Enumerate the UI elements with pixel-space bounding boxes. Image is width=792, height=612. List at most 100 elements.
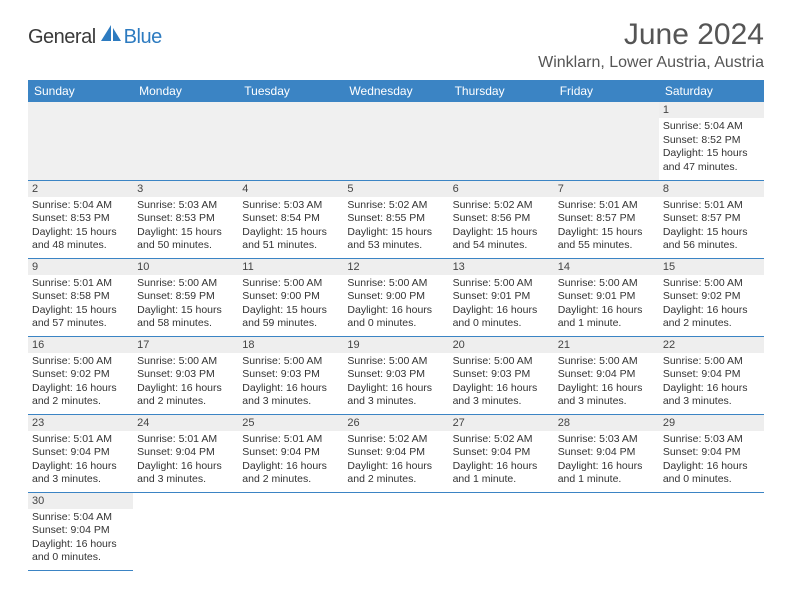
day-number: 7 bbox=[554, 181, 659, 197]
day-details: Sunrise: 5:00 AMSunset: 9:03 PMDaylight:… bbox=[449, 353, 554, 414]
calendar-cell bbox=[238, 102, 343, 180]
day-number: 16 bbox=[28, 337, 133, 353]
calendar-body: 1Sunrise: 5:04 AMSunset: 8:52 PMDaylight… bbox=[28, 102, 764, 570]
day-number: 10 bbox=[133, 259, 238, 275]
calendar-cell: 6Sunrise: 5:02 AMSunset: 8:56 PMDaylight… bbox=[449, 180, 554, 258]
day-number: 4 bbox=[238, 181, 343, 197]
day-details: Sunrise: 5:01 AMSunset: 8:58 PMDaylight:… bbox=[28, 275, 133, 336]
day-number: 1 bbox=[659, 102, 764, 118]
day-details: Sunrise: 5:01 AMSunset: 8:57 PMDaylight:… bbox=[659, 197, 764, 258]
weekday-header: Saturday bbox=[659, 80, 764, 102]
calendar-cell: 13Sunrise: 5:00 AMSunset: 9:01 PMDayligh… bbox=[449, 258, 554, 336]
month-title: June 2024 bbox=[538, 18, 764, 52]
title-block: June 2024 Winklarn, Lower Austria, Austr… bbox=[538, 18, 764, 72]
day-number: 24 bbox=[133, 415, 238, 431]
day-details: Sunrise: 5:03 AMSunset: 9:04 PMDaylight:… bbox=[554, 431, 659, 492]
calendar-cell: 22Sunrise: 5:00 AMSunset: 9:04 PMDayligh… bbox=[659, 336, 764, 414]
day-number: 21 bbox=[554, 337, 659, 353]
weekday-header: Sunday bbox=[28, 80, 133, 102]
calendar-cell: 15Sunrise: 5:00 AMSunset: 9:02 PMDayligh… bbox=[659, 258, 764, 336]
calendar-cell: 16Sunrise: 5:00 AMSunset: 9:02 PMDayligh… bbox=[28, 336, 133, 414]
calendar-row: 16Sunrise: 5:00 AMSunset: 9:02 PMDayligh… bbox=[28, 336, 764, 414]
day-details: Sunrise: 5:01 AMSunset: 9:04 PMDaylight:… bbox=[28, 431, 133, 492]
day-number: 11 bbox=[238, 259, 343, 275]
calendar-cell: 1Sunrise: 5:04 AMSunset: 8:52 PMDaylight… bbox=[659, 102, 764, 180]
day-number: 20 bbox=[449, 337, 554, 353]
day-details: Sunrise: 5:00 AMSunset: 9:02 PMDaylight:… bbox=[28, 353, 133, 414]
day-number: 29 bbox=[659, 415, 764, 431]
day-details: Sunrise: 5:03 AMSunset: 8:53 PMDaylight:… bbox=[133, 197, 238, 258]
day-number: 9 bbox=[28, 259, 133, 275]
calendar-cell: 21Sunrise: 5:00 AMSunset: 9:04 PMDayligh… bbox=[554, 336, 659, 414]
location: Winklarn, Lower Austria, Austria bbox=[538, 54, 764, 72]
day-details: Sunrise: 5:00 AMSunset: 9:02 PMDaylight:… bbox=[659, 275, 764, 336]
logo-text-general: General bbox=[28, 26, 96, 49]
weekday-header: Monday bbox=[133, 80, 238, 102]
sail-icon bbox=[100, 24, 122, 47]
calendar-cell bbox=[238, 492, 343, 570]
day-number: 2 bbox=[28, 181, 133, 197]
day-number: 27 bbox=[449, 415, 554, 431]
calendar-cell bbox=[554, 492, 659, 570]
day-number: 17 bbox=[133, 337, 238, 353]
weekday-header: Tuesday bbox=[238, 80, 343, 102]
day-details: Sunrise: 5:00 AMSunset: 9:01 PMDaylight:… bbox=[554, 275, 659, 336]
day-details: Sunrise: 5:02 AMSunset: 8:55 PMDaylight:… bbox=[343, 197, 448, 258]
day-number: 8 bbox=[659, 181, 764, 197]
calendar-cell bbox=[659, 492, 764, 570]
calendar-table: SundayMondayTuesdayWednesdayThursdayFrid… bbox=[28, 80, 764, 571]
day-details: Sunrise: 5:02 AMSunset: 9:04 PMDaylight:… bbox=[343, 431, 448, 492]
calendar-cell: 11Sunrise: 5:00 AMSunset: 9:00 PMDayligh… bbox=[238, 258, 343, 336]
calendar-cell: 10Sunrise: 5:00 AMSunset: 8:59 PMDayligh… bbox=[133, 258, 238, 336]
day-details: Sunrise: 5:00 AMSunset: 9:01 PMDaylight:… bbox=[449, 275, 554, 336]
calendar-cell bbox=[449, 492, 554, 570]
calendar-cell: 14Sunrise: 5:00 AMSunset: 9:01 PMDayligh… bbox=[554, 258, 659, 336]
calendar-row: 1Sunrise: 5:04 AMSunset: 8:52 PMDaylight… bbox=[28, 102, 764, 180]
calendar-row: 2Sunrise: 5:04 AMSunset: 8:53 PMDaylight… bbox=[28, 180, 764, 258]
calendar-cell: 17Sunrise: 5:00 AMSunset: 9:03 PMDayligh… bbox=[133, 336, 238, 414]
calendar-cell: 29Sunrise: 5:03 AMSunset: 9:04 PMDayligh… bbox=[659, 414, 764, 492]
weekday-header: Friday bbox=[554, 80, 659, 102]
day-number: 14 bbox=[554, 259, 659, 275]
calendar-cell: 12Sunrise: 5:00 AMSunset: 9:00 PMDayligh… bbox=[343, 258, 448, 336]
day-number: 18 bbox=[238, 337, 343, 353]
calendar-cell bbox=[343, 492, 448, 570]
day-number: 26 bbox=[343, 415, 448, 431]
calendar-cell bbox=[133, 102, 238, 180]
calendar-cell bbox=[343, 102, 448, 180]
calendar-cell: 18Sunrise: 5:00 AMSunset: 9:03 PMDayligh… bbox=[238, 336, 343, 414]
calendar-cell: 26Sunrise: 5:02 AMSunset: 9:04 PMDayligh… bbox=[343, 414, 448, 492]
calendar-cell: 9Sunrise: 5:01 AMSunset: 8:58 PMDaylight… bbox=[28, 258, 133, 336]
day-details: Sunrise: 5:04 AMSunset: 8:52 PMDaylight:… bbox=[659, 118, 764, 179]
calendar-cell: 24Sunrise: 5:01 AMSunset: 9:04 PMDayligh… bbox=[133, 414, 238, 492]
day-details: Sunrise: 5:00 AMSunset: 9:00 PMDaylight:… bbox=[343, 275, 448, 336]
day-number: 12 bbox=[343, 259, 448, 275]
day-details: Sunrise: 5:02 AMSunset: 9:04 PMDaylight:… bbox=[449, 431, 554, 492]
day-number: 22 bbox=[659, 337, 764, 353]
calendar-cell bbox=[449, 102, 554, 180]
weekday-header-row: SundayMondayTuesdayWednesdayThursdayFrid… bbox=[28, 80, 764, 102]
calendar-cell: 19Sunrise: 5:00 AMSunset: 9:03 PMDayligh… bbox=[343, 336, 448, 414]
day-details: Sunrise: 5:03 AMSunset: 9:04 PMDaylight:… bbox=[659, 431, 764, 492]
day-number: 3 bbox=[133, 181, 238, 197]
day-details: Sunrise: 5:00 AMSunset: 9:04 PMDaylight:… bbox=[554, 353, 659, 414]
calendar-cell: 25Sunrise: 5:01 AMSunset: 9:04 PMDayligh… bbox=[238, 414, 343, 492]
day-details: Sunrise: 5:03 AMSunset: 8:54 PMDaylight:… bbox=[238, 197, 343, 258]
calendar-cell: 4Sunrise: 5:03 AMSunset: 8:54 PMDaylight… bbox=[238, 180, 343, 258]
header: General Blue June 2024 Winklarn, Lower A… bbox=[28, 18, 764, 72]
calendar-cell: 23Sunrise: 5:01 AMSunset: 9:04 PMDayligh… bbox=[28, 414, 133, 492]
day-details: Sunrise: 5:01 AMSunset: 8:57 PMDaylight:… bbox=[554, 197, 659, 258]
calendar-cell: 28Sunrise: 5:03 AMSunset: 9:04 PMDayligh… bbox=[554, 414, 659, 492]
day-details: Sunrise: 5:00 AMSunset: 9:03 PMDaylight:… bbox=[133, 353, 238, 414]
calendar-cell bbox=[133, 492, 238, 570]
calendar-cell: 20Sunrise: 5:00 AMSunset: 9:03 PMDayligh… bbox=[449, 336, 554, 414]
calendar-cell: 2Sunrise: 5:04 AMSunset: 8:53 PMDaylight… bbox=[28, 180, 133, 258]
day-details: Sunrise: 5:04 AMSunset: 8:53 PMDaylight:… bbox=[28, 197, 133, 258]
day-number: 28 bbox=[554, 415, 659, 431]
day-details: Sunrise: 5:00 AMSunset: 9:03 PMDaylight:… bbox=[343, 353, 448, 414]
calendar-cell: 5Sunrise: 5:02 AMSunset: 8:55 PMDaylight… bbox=[343, 180, 448, 258]
day-details: Sunrise: 5:01 AMSunset: 9:04 PMDaylight:… bbox=[238, 431, 343, 492]
day-details: Sunrise: 5:00 AMSunset: 9:00 PMDaylight:… bbox=[238, 275, 343, 336]
day-number: 19 bbox=[343, 337, 448, 353]
calendar-row: 9Sunrise: 5:01 AMSunset: 8:58 PMDaylight… bbox=[28, 258, 764, 336]
